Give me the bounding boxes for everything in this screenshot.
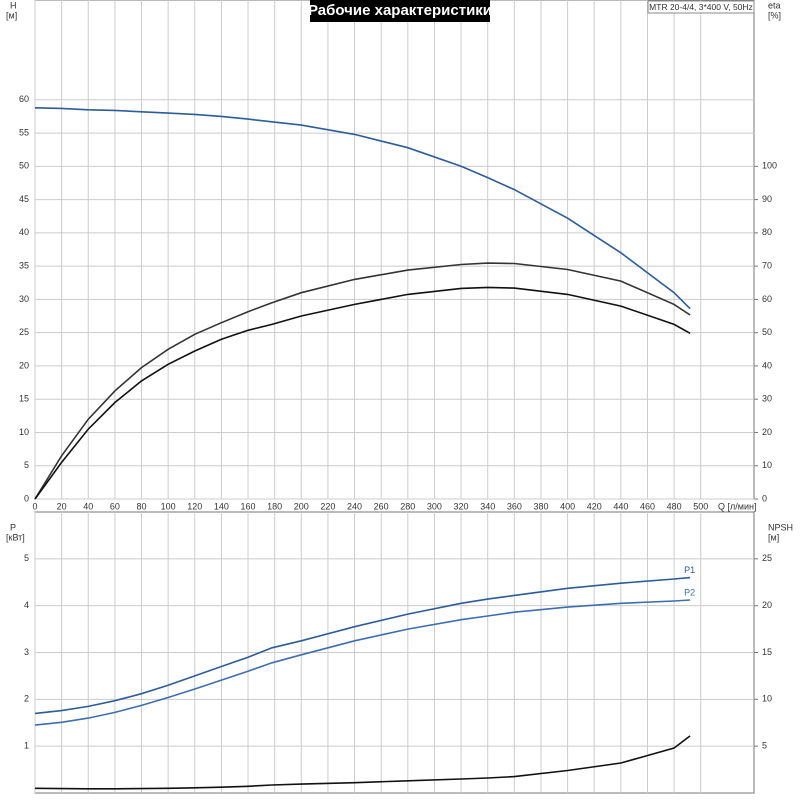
y2-tick-label: 25: [762, 553, 772, 563]
series-line: [34, 107, 691, 310]
y-tick-label: 30: [19, 294, 29, 304]
x-tick-label: 40: [83, 501, 93, 511]
y-tick-label: 4: [24, 600, 29, 610]
y2-tick-label: 30: [762, 394, 772, 404]
y-tick-label: 55: [19, 127, 29, 137]
y-tick-label: 60: [19, 94, 29, 104]
chart-title: Рабочие характеристики: [308, 2, 492, 19]
series-line: [34, 262, 691, 500]
series-label: P1: [684, 565, 695, 575]
y-tick-label: 35: [19, 261, 29, 271]
x-tick-label: 0: [32, 501, 37, 511]
series-line: [34, 286, 691, 500]
x-tick-label: 120: [187, 501, 202, 511]
x-tick-label: 140: [214, 501, 229, 511]
y2-tick-label: 10: [762, 460, 772, 470]
x-tick-label: 240: [347, 501, 362, 511]
y2-tick-label: 10: [762, 694, 772, 704]
y-tick-label: 50: [19, 161, 29, 171]
y2-axis-label: eta: [768, 0, 781, 10]
x-tick-label: 340: [480, 501, 495, 511]
x-tick-label: 220: [320, 501, 335, 511]
series-line: [34, 576, 691, 715]
x-tick-label: 60: [110, 501, 120, 511]
y2-tick-label: 60: [762, 294, 772, 304]
y-axis-unit: [кВт]: [6, 532, 25, 542]
y-tick-label: 0: [24, 493, 29, 503]
x-tick-label: 440: [613, 501, 628, 511]
series-line: [34, 735, 691, 790]
y2-tick-label: 20: [762, 600, 772, 610]
series-label: P2: [684, 587, 695, 597]
y-tick-label: 2: [24, 694, 29, 704]
y2-axis-label: NPSH: [768, 522, 793, 532]
y-axis-label: P: [10, 522, 16, 532]
x-tick-label: 100: [161, 501, 176, 511]
y2-tick-label: 70: [762, 261, 772, 271]
x-tick-label: 180: [267, 501, 282, 511]
y2-tick-label: 40: [762, 360, 772, 370]
subtitle-box: [647, 0, 755, 14]
y-tick-label: 10: [19, 427, 29, 437]
x-tick-label: 280: [400, 501, 415, 511]
y-tick-label: 45: [19, 194, 29, 204]
y2-tick-label: 50: [762, 327, 772, 337]
x-tick-label: 200: [294, 501, 309, 511]
x-tick-label: 300: [427, 501, 442, 511]
y2-tick-label: 0: [762, 493, 767, 503]
y2-axis-unit: [м]: [768, 532, 779, 542]
x-axis-label: Q [л/мин]: [718, 501, 756, 511]
subtitle: MTR 20-4/4, 3*400 V, 50Hz: [649, 2, 753, 12]
series-line: [34, 599, 691, 726]
x-tick-label: 20: [57, 501, 67, 511]
y-tick-label: 15: [19, 394, 29, 404]
x-tick-label: 380: [533, 501, 548, 511]
x-tick-label: 80: [137, 501, 147, 511]
y-axis-unit: [м]: [6, 10, 17, 20]
y-tick-label: 1: [24, 741, 29, 751]
y2-tick-label: 90: [762, 194, 772, 204]
x-tick-label: 480: [667, 501, 682, 511]
y-tick-label: 20: [19, 360, 29, 370]
x-tick-label: 400: [560, 501, 575, 511]
y2-tick-label: 100: [762, 161, 777, 171]
x-tick-label: 160: [241, 501, 256, 511]
plot-area: [34, 0, 755, 500]
y-tick-label: 25: [19, 327, 29, 337]
x-tick-label: 360: [507, 501, 522, 511]
y2-tick-label: 5: [762, 741, 767, 751]
y-tick-label: 5: [24, 553, 29, 563]
x-tick-label: 320: [454, 501, 469, 511]
y-axis-label: H: [10, 0, 17, 10]
x-tick-label: 500: [693, 501, 708, 511]
y2-tick-label: 80: [762, 227, 772, 237]
y-tick-label: 40: [19, 227, 29, 237]
y-tick-label: 5: [24, 460, 29, 470]
y-tick-label: 3: [24, 647, 29, 657]
y2-tick-label: 15: [762, 647, 772, 657]
y2-axis-unit: [%]: [768, 10, 781, 20]
y2-tick-label: 20: [762, 427, 772, 437]
x-tick-label: 420: [587, 501, 602, 511]
x-tick-label: 460: [640, 501, 655, 511]
title-box: [310, 0, 490, 22]
x-tick-label: 260: [374, 501, 389, 511]
